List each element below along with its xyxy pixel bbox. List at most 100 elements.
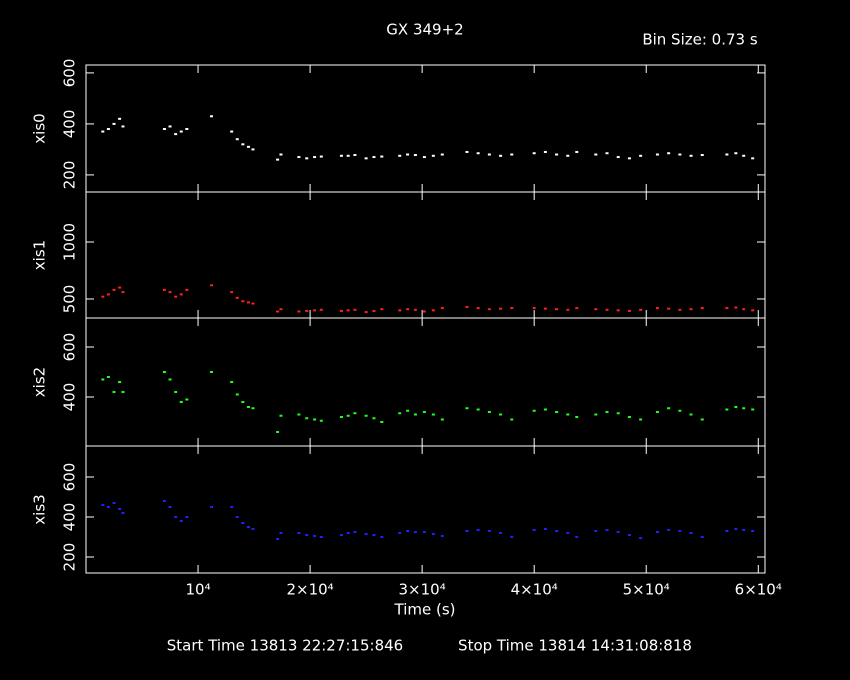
data-point xyxy=(742,407,746,410)
data-point xyxy=(372,534,376,536)
data-point xyxy=(431,154,435,157)
data-point xyxy=(487,411,491,413)
data-point xyxy=(346,309,350,312)
data-point xyxy=(532,529,536,531)
data-point xyxy=(346,154,350,157)
data-point xyxy=(101,504,105,506)
data-point xyxy=(413,308,417,311)
data-point xyxy=(499,154,503,157)
data-point xyxy=(487,530,491,532)
chart-title: GX 349+2 xyxy=(386,21,463,39)
data-point xyxy=(241,401,245,403)
data-point xyxy=(297,156,301,159)
data-point xyxy=(106,376,110,378)
data-point xyxy=(398,309,402,312)
data-point xyxy=(639,308,643,311)
data-point xyxy=(168,506,172,508)
data-point xyxy=(422,411,426,413)
data-point xyxy=(605,411,609,413)
data-point xyxy=(616,412,620,415)
data-point xyxy=(398,154,402,157)
data-point xyxy=(616,156,620,159)
data-point xyxy=(575,150,579,153)
data-point xyxy=(465,407,469,410)
data-point xyxy=(297,532,301,534)
data-point xyxy=(319,308,323,311)
data-point xyxy=(372,156,376,159)
data-point xyxy=(734,306,738,309)
data-point xyxy=(566,154,570,157)
panel-frame xyxy=(85,445,766,574)
data-point xyxy=(725,153,729,156)
data-point xyxy=(106,128,110,131)
data-point xyxy=(168,291,172,294)
data-point xyxy=(543,408,547,411)
data-point xyxy=(413,413,417,416)
data-point xyxy=(510,153,514,156)
data-point xyxy=(353,412,357,415)
data-point xyxy=(510,307,514,310)
data-point xyxy=(101,295,105,298)
data-point xyxy=(251,148,255,151)
data-point xyxy=(605,308,609,311)
data-point xyxy=(406,153,410,156)
data-point xyxy=(555,153,559,156)
data-point xyxy=(734,528,738,530)
data-point xyxy=(476,529,480,531)
data-point xyxy=(185,516,189,518)
data-point xyxy=(431,533,435,535)
data-point xyxy=(162,128,166,131)
data-point xyxy=(380,308,384,311)
data-point xyxy=(566,532,570,534)
data-point xyxy=(510,536,514,538)
data-point xyxy=(276,431,280,433)
data-point xyxy=(476,408,480,411)
data-point xyxy=(251,528,255,530)
data-point xyxy=(235,138,239,141)
data-point xyxy=(440,307,444,310)
data-point xyxy=(627,416,631,418)
data-point xyxy=(276,538,280,540)
data-point xyxy=(346,532,350,534)
data-point xyxy=(431,413,435,416)
data-point xyxy=(440,153,444,156)
data-point xyxy=(689,308,693,311)
data-point xyxy=(121,512,125,514)
data-point xyxy=(121,125,125,128)
data-point xyxy=(678,530,682,532)
data-point xyxy=(162,371,166,373)
data-point xyxy=(246,145,250,148)
y-tick-label: 400 xyxy=(61,503,79,532)
y-tick-label: 600 xyxy=(61,463,79,492)
data-point xyxy=(353,308,357,311)
data-point xyxy=(465,530,469,532)
data-point xyxy=(465,305,469,308)
data-point xyxy=(297,310,301,313)
data-point xyxy=(235,516,239,518)
data-point xyxy=(241,300,245,303)
data-point xyxy=(627,534,631,536)
x-tick-label: 6×10⁴ xyxy=(735,581,782,599)
data-point xyxy=(179,520,183,522)
y-tick-label: 200 xyxy=(61,543,79,572)
data-point xyxy=(297,413,301,416)
data-point xyxy=(725,307,729,310)
data-point xyxy=(667,152,671,155)
data-point xyxy=(185,128,189,131)
data-point xyxy=(594,530,598,532)
data-point xyxy=(499,413,503,416)
data-point xyxy=(655,411,659,413)
data-point xyxy=(532,307,536,310)
data-point xyxy=(751,157,755,160)
data-point xyxy=(372,417,376,420)
data-point xyxy=(627,309,631,312)
data-point xyxy=(101,130,105,133)
data-point xyxy=(118,286,122,289)
data-point xyxy=(313,418,317,421)
data-point xyxy=(655,307,659,310)
data-point xyxy=(406,409,410,412)
data-point xyxy=(179,130,183,133)
data-point xyxy=(162,288,166,291)
data-point xyxy=(319,536,323,538)
